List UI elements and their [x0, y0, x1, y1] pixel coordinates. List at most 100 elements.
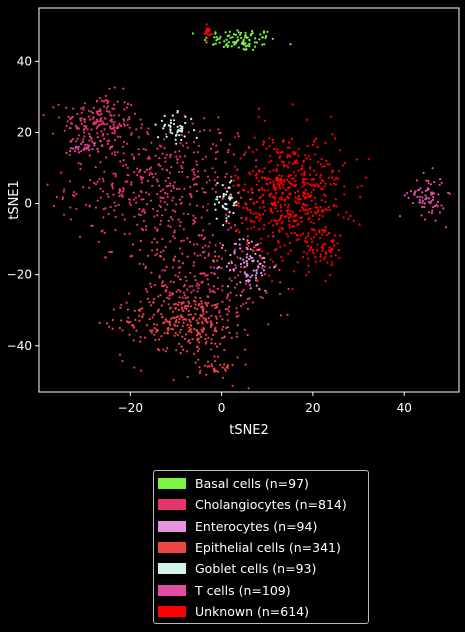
- data-point: [262, 227, 265, 230]
- data-point: [227, 44, 230, 47]
- data-point: [319, 173, 322, 176]
- data-point: [224, 369, 227, 372]
- data-point: [188, 318, 191, 321]
- data-point: [119, 189, 122, 192]
- data-point: [109, 145, 112, 149]
- data-point: [258, 288, 261, 291]
- data-point: [219, 242, 222, 245]
- data-point: [189, 329, 192, 332]
- data-point: [309, 237, 313, 240]
- data-point: [88, 154, 91, 157]
- data-point: [330, 239, 333, 242]
- data-point: [139, 307, 142, 310]
- data-point: [84, 143, 87, 146]
- data-point: [237, 314, 240, 317]
- data-point: [70, 117, 73, 120]
- data-point: [69, 218, 73, 221]
- data-point: [119, 160, 122, 163]
- data-point: [185, 350, 188, 353]
- data-point: [237, 274, 240, 277]
- data-point: [256, 260, 259, 263]
- data-point: [224, 193, 228, 196]
- data-point: [215, 198, 218, 201]
- data-point: [234, 230, 237, 233]
- data-point: [274, 265, 277, 268]
- data-point: [162, 127, 165, 130]
- data-point: [182, 291, 186, 294]
- data-point: [249, 248, 252, 251]
- data-point: [200, 306, 203, 309]
- data-point: [244, 35, 247, 38]
- data-point: [90, 128, 93, 131]
- data-point: [300, 216, 303, 219]
- data-point: [230, 260, 233, 263]
- data-point: [204, 31, 208, 34]
- data-point: [306, 252, 309, 255]
- data-point: [210, 321, 213, 324]
- data-point: [258, 206, 262, 209]
- data-point: [193, 252, 196, 255]
- data-point: [106, 142, 109, 145]
- data-point: [226, 295, 229, 298]
- data-point: [83, 120, 86, 123]
- data-point: [80, 111, 83, 114]
- data-point: [242, 38, 245, 41]
- data-point: [261, 264, 264, 267]
- data-point: [205, 23, 208, 26]
- data-point: [316, 145, 319, 149]
- data-point: [169, 307, 172, 310]
- data-point: [186, 237, 189, 240]
- data-point: [321, 247, 325, 250]
- data-point: [130, 132, 133, 135]
- data-point: [250, 240, 253, 243]
- data-point: [187, 309, 190, 312]
- data-point: [122, 119, 126, 122]
- data-point: [149, 329, 152, 332]
- data-point: [328, 208, 331, 212]
- data-point: [132, 157, 135, 160]
- data-point: [246, 297, 249, 301]
- data-point: [186, 255, 189, 258]
- data-point: [225, 221, 228, 225]
- data-point: [78, 235, 82, 238]
- data-point: [233, 204, 236, 207]
- data-point: [171, 132, 174, 135]
- data-point: [232, 269, 235, 272]
- data-point: [192, 140, 196, 144]
- data-point: [272, 202, 275, 205]
- data-point: [278, 181, 281, 184]
- data-point: [233, 286, 237, 289]
- data-point: [96, 132, 99, 135]
- data-point: [314, 153, 317, 156]
- data-point: [226, 319, 229, 322]
- data-point: [244, 273, 247, 276]
- data-point: [299, 234, 302, 237]
- data-point: [93, 181, 96, 184]
- data-point: [442, 207, 445, 210]
- data-point: [123, 218, 126, 221]
- data-point: [122, 159, 125, 162]
- data-point: [95, 118, 99, 121]
- data-point: [197, 358, 200, 361]
- data-point: [276, 148, 279, 151]
- data-point: [257, 213, 261, 216]
- data-point: [252, 249, 255, 252]
- data-point: [231, 36, 234, 39]
- data-point: [228, 211, 231, 214]
- data-point: [130, 181, 133, 184]
- data-point: [302, 255, 305, 259]
- data-point: [163, 332, 166, 335]
- data-point: [132, 243, 135, 246]
- data-point: [320, 229, 324, 232]
- data-point: [146, 297, 149, 300]
- data-point: [287, 180, 291, 183]
- data-point: [282, 165, 286, 168]
- data-point: [278, 230, 281, 233]
- data-point: [307, 271, 310, 274]
- data-point: [178, 134, 181, 137]
- data-point: [83, 127, 86, 130]
- data-point: [165, 135, 168, 138]
- data-point: [213, 355, 216, 358]
- data-point: [133, 215, 136, 218]
